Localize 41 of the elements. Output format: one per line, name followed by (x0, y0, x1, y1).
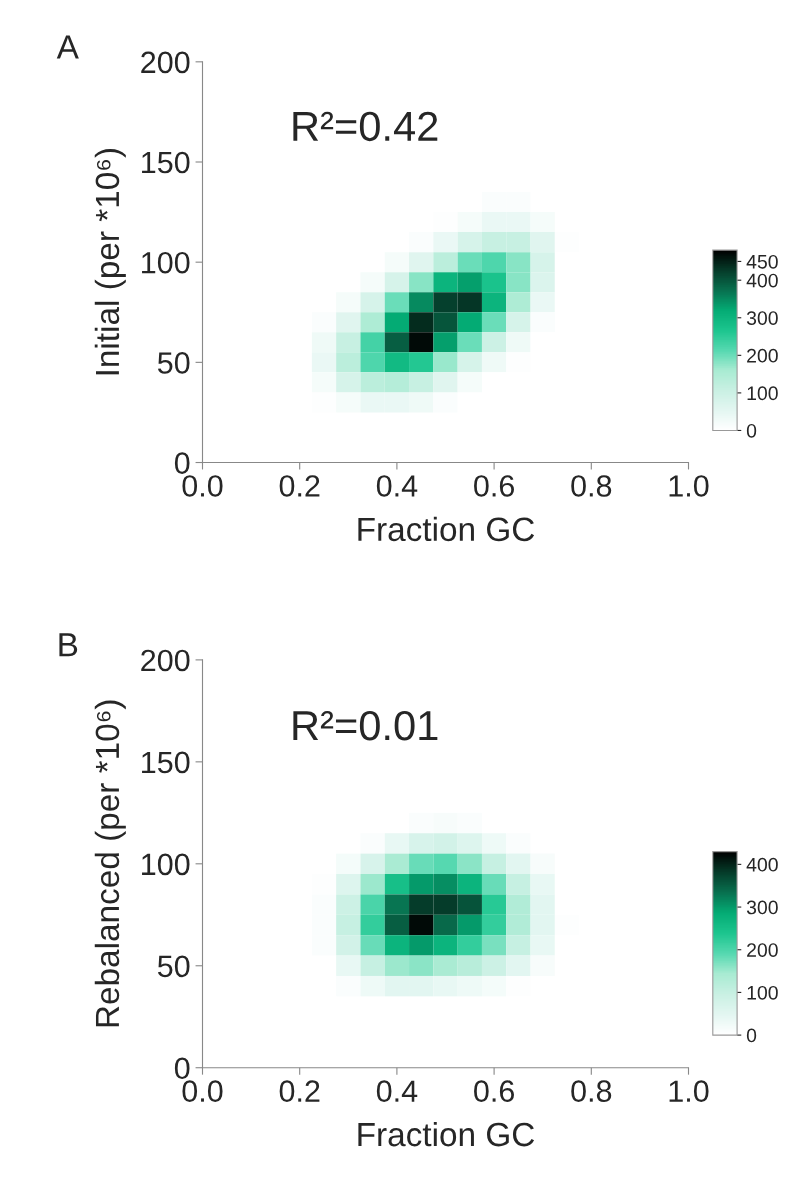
annotation: R²=0.01 (293, 710, 438, 741)
color-bar-label: 400 (746, 857, 778, 872)
x-axis-title: Fraction GC (358, 516, 535, 542)
x-tick-label: 0.4 (376, 475, 418, 497)
x-tick-label: 0.2 (279, 475, 320, 497)
x-tick-label: 0.6 (474, 475, 514, 497)
color-bar-label: 200 (747, 943, 778, 957)
color-bar-label: 100 (747, 386, 778, 401)
color-bar-label: 450 (746, 254, 778, 269)
x-tick-label: 0.8 (571, 1080, 612, 1102)
annotation: R²=0.42 (293, 111, 438, 142)
y-tick-label: 200 (141, 649, 190, 672)
y-tick-label: 0 (174, 452, 190, 474)
y-tick-label: 50 (157, 955, 190, 978)
y-tick-label: 150 (142, 151, 190, 174)
x-tick-label: 1.0 (669, 475, 709, 497)
x-tick-label: 0.2 (279, 1080, 320, 1102)
y-tick-label: 100 (142, 251, 190, 274)
y-tick-label: 150 (142, 751, 190, 774)
y-tick-label: 50 (157, 352, 190, 374)
color-bar-label: 0 (746, 423, 757, 438)
y-axis-title: Rebalanced (per *10⁶) (94, 700, 126, 1027)
y-axis-title: Initial (per *10⁶) (94, 148, 126, 375)
text: A (56, 35, 79, 59)
x-tick-label: 0.0 (182, 475, 223, 497)
x-tick-label: 0.6 (474, 1080, 514, 1102)
color-bar-label: 300 (746, 900, 778, 915)
x-tick-label: 0.4 (376, 1080, 418, 1102)
x-tick-label: 0.8 (571, 475, 612, 497)
color-bar-label: 0 (746, 1028, 757, 1043)
x-axis-title: Fraction GC (358, 1121, 535, 1147)
text: B (59, 633, 78, 657)
color-bar-label: 100 (747, 985, 778, 1000)
color-bar-label: 400 (746, 273, 778, 288)
y-tick-label: 0 (174, 1057, 190, 1080)
color-bar-label: 200 (747, 348, 778, 363)
y-tick-label: 200 (141, 51, 190, 74)
y-tick-label: 100 (142, 853, 190, 876)
color-bar-label: 300 (746, 311, 778, 326)
x-tick-label: 1.0 (669, 1080, 709, 1102)
x-tick-label: 0.0 (182, 1080, 223, 1102)
